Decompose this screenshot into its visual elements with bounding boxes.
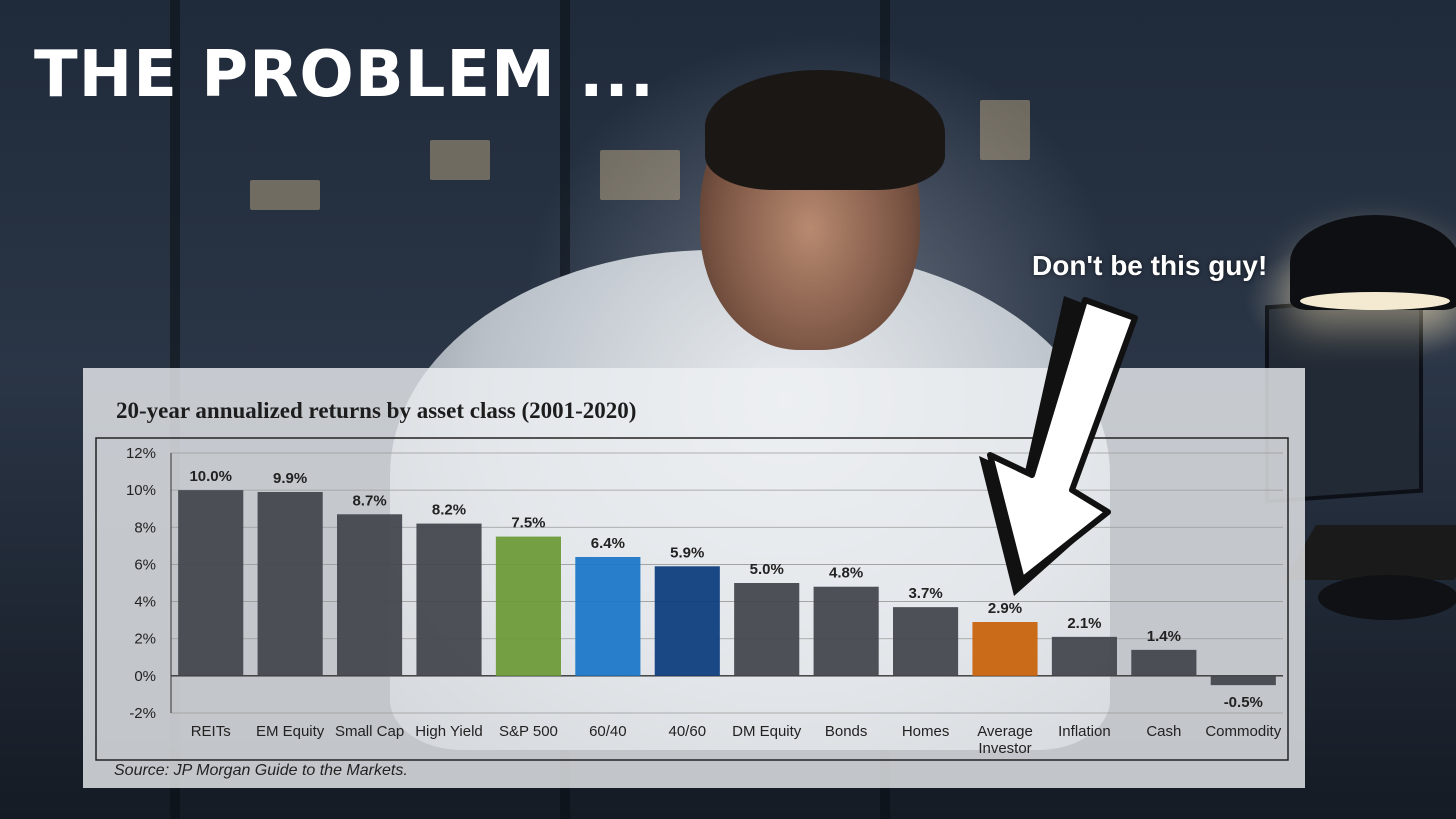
bar-chart: 12% 10% 8% 6% 4% 2% 0% -2% 10.0% REITs 9.9% EM Equi… [95,437,1289,761]
data-label: 2.9% [988,600,1022,617]
x-tick-label: EM Equity [256,723,325,740]
y-tick-label: -2% [129,705,156,722]
data-label: -0.5% [1224,694,1263,711]
callout-text: Don't be this guy! [1032,250,1268,281]
down-arrow-icon [979,296,1138,596]
y-tick-label: 4% [134,594,156,611]
x-tick-label: Homes [902,723,950,740]
city-light [430,140,490,180]
data-label: 10.0% [189,468,232,485]
data-label: 1.4% [1147,628,1181,645]
x-tick-label: Average Investor [977,723,1033,757]
y-tick-label: 12% [126,445,156,462]
data-label: 7.5% [511,515,545,532]
data-label: 2.1% [1067,615,1101,632]
bar [734,583,800,676]
x-tick-label: Commodity [1205,723,1281,740]
bar [416,523,482,676]
headline: THE PROBLEM ... [34,38,655,112]
y-tick-label: 6% [134,556,156,573]
y-tick-label: 2% [134,631,156,648]
bar [1051,636,1117,676]
x-tick-label: High Yield [415,723,483,740]
data-label: 5.9% [670,544,704,561]
x-tick-label: DM Equity [732,723,802,740]
x-tick-label: Inflation [1058,723,1111,740]
bar [893,607,959,676]
person-hair [705,70,945,190]
x-tick-label: 40/60 [669,723,707,740]
data-label: 8.2% [432,502,466,519]
y-tick-label: 0% [134,668,156,685]
data-label: 4.8% [829,565,863,582]
x-tick-label: 60/40 [589,723,627,740]
bar [495,536,561,676]
lamp-glow [1300,292,1450,310]
x-tick-label: Small Cap [335,723,404,740]
mouse [1318,575,1456,620]
bar [337,514,403,676]
bar [654,566,720,676]
bar [257,492,323,676]
data-label: 9.9% [273,470,307,487]
x-tick-label: S&P 500 [499,723,558,740]
x-tick-label: Cash [1146,723,1181,740]
bar [178,490,244,676]
chart-frame [95,437,1289,761]
chart-source: Source: JP Morgan Guide to the Markets. [114,762,408,779]
chart-title: 20-year annualized returns by asset clas… [116,398,637,423]
data-label: 6.4% [591,535,625,552]
city-light [980,100,1030,160]
keyboard [1284,525,1456,580]
city-light [250,180,320,210]
data-label: 5.0% [750,561,784,578]
x-tick-label: REITs [191,723,231,740]
y-tick-label: 10% [126,482,156,499]
data-label: 8.7% [352,492,386,509]
y-tick-label: 8% [134,519,156,536]
bar [1131,649,1197,676]
bar [813,586,879,676]
bar [1210,675,1276,686]
city-light [600,150,680,200]
data-label: 3.7% [908,585,942,602]
x-tick-label: Bonds [825,723,868,740]
bar [972,622,1038,676]
bar [575,557,641,676]
